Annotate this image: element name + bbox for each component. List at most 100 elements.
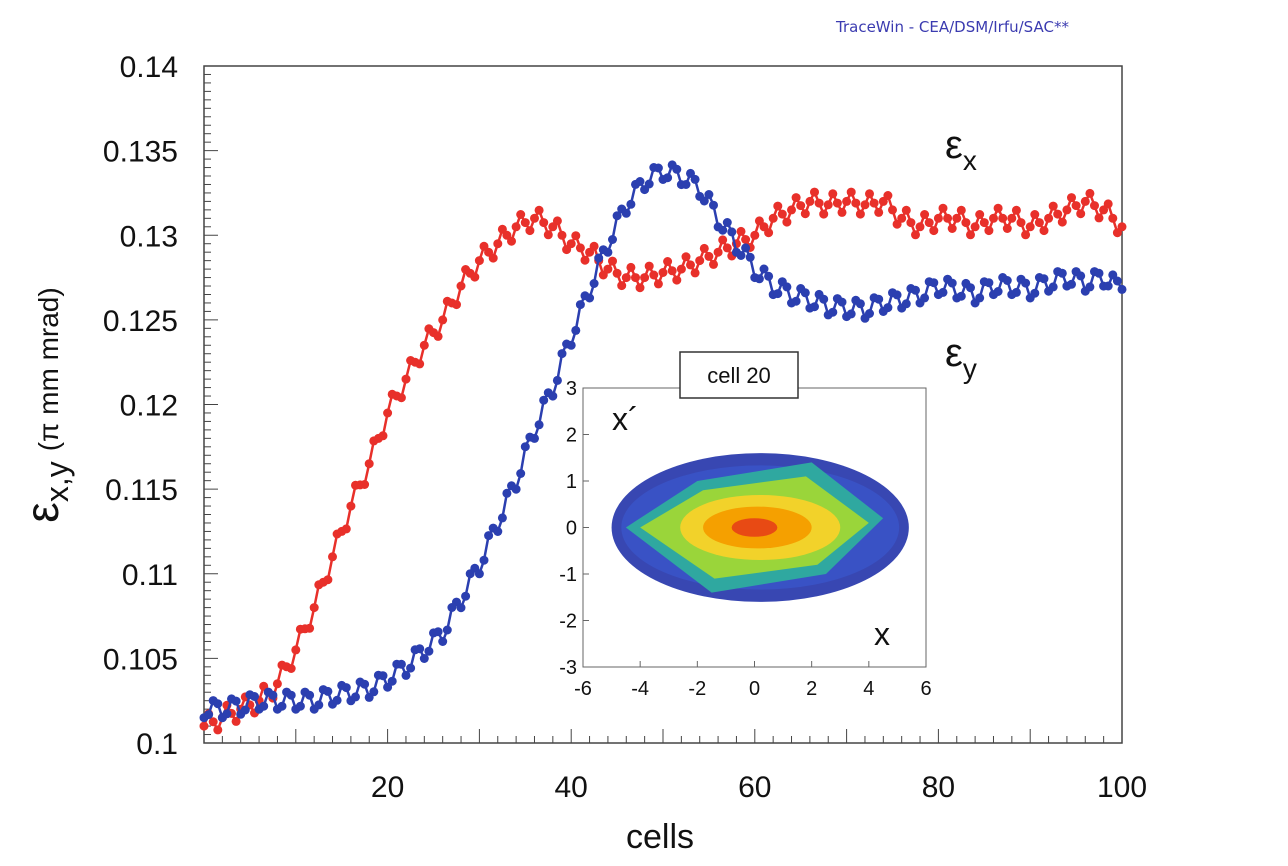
- data-point-ex: [1090, 201, 1099, 211]
- data-point-ex: [1103, 199, 1113, 209]
- data-point-ey: [892, 290, 902, 300]
- data-point-ey: [855, 299, 865, 309]
- data-point-ex: [286, 664, 296, 673]
- data-point-ey: [819, 294, 829, 304]
- data-point-ey: [681, 180, 691, 189]
- data-point-ex: [566, 239, 576, 249]
- data-point-ex: [305, 623, 315, 633]
- phase-space-cloud: [611, 453, 909, 602]
- data-point-ex: [1067, 193, 1076, 203]
- data-point-ey: [378, 671, 388, 681]
- data-point-ex: [791, 193, 801, 203]
- data-point-ey: [484, 531, 494, 541]
- data-point-ey: [920, 293, 930, 303]
- data-point-ex: [452, 300, 461, 310]
- data-point-ex: [644, 261, 654, 271]
- data-point-ey: [759, 264, 769, 274]
- data-point-ex: [309, 603, 319, 613]
- data-point-ex: [1117, 222, 1127, 232]
- data-point-ex: [947, 224, 957, 233]
- data-point-ex: [851, 198, 861, 208]
- data-point-ey: [874, 294, 884, 304]
- data-point-ex: [383, 408, 393, 418]
- y-tick-label: 0.135: [103, 136, 178, 169]
- data-point-ey: [741, 243, 751, 253]
- data-point-ex: [589, 241, 599, 251]
- data-point-ey: [305, 690, 315, 700]
- inset-x-tick-label: 4: [863, 678, 874, 700]
- data-point-ey: [1108, 270, 1118, 280]
- data-point-ey: [938, 287, 948, 297]
- data-point-ex: [704, 251, 714, 261]
- data-point-ex: [438, 315, 448, 325]
- data-point-ex: [213, 725, 223, 735]
- y-tick-label: 0.11: [122, 559, 178, 592]
- inset-y-tick-label: 3: [566, 378, 577, 400]
- data-point-ey: [837, 297, 847, 307]
- data-point-ex: [773, 201, 783, 211]
- data-point-ex: [1071, 201, 1081, 211]
- data-point-ex: [865, 189, 874, 199]
- data-point-ex: [722, 243, 732, 253]
- inset-x-tick-label: 0: [749, 678, 760, 700]
- data-point-ex: [819, 209, 829, 219]
- epsilon-x-label: εx: [945, 123, 977, 176]
- data-point-ey: [314, 700, 324, 710]
- data-point-ex: [888, 205, 897, 215]
- data-point-ex: [378, 431, 388, 441]
- data-point-ex: [364, 459, 374, 469]
- data-point-ex: [713, 247, 723, 257]
- y-tick-label: 0.125: [103, 305, 178, 338]
- y-axis-label: εx,y(π mm mrad): [16, 287, 75, 522]
- data-point-ex: [415, 359, 425, 369]
- data-point-ex: [603, 264, 613, 274]
- data-point-ex: [828, 189, 838, 199]
- data-point-ey: [911, 285, 920, 295]
- data-point-ey: [222, 709, 232, 719]
- data-point-ey: [259, 701, 269, 711]
- data-point-ex: [612, 268, 622, 278]
- data-point-ex: [433, 331, 443, 341]
- data-point-ey: [810, 302, 819, 312]
- data-point-ex: [805, 196, 815, 206]
- data-point-ey: [369, 687, 379, 697]
- data-point-ey: [975, 293, 985, 303]
- data-point-ex: [520, 218, 530, 228]
- data-point-ex: [557, 230, 567, 240]
- data-point-ex: [328, 552, 337, 562]
- data-point-ey: [956, 291, 966, 301]
- data-point-ey: [277, 701, 287, 711]
- data-point-ex: [516, 210, 526, 219]
- y-tick-label: 0.1: [136, 728, 178, 761]
- inset-x-tick-label: 2: [806, 678, 817, 700]
- data-point-ey: [552, 375, 562, 385]
- series-group: [199, 160, 1127, 735]
- data-point-ex: [823, 200, 833, 210]
- data-point-ex: [580, 255, 590, 265]
- data-point-ex: [667, 266, 677, 276]
- data-point-ex: [736, 226, 746, 236]
- data-point-ex: [539, 218, 549, 228]
- data-point-ex: [507, 236, 516, 246]
- data-point-ex: [493, 239, 503, 249]
- data-point-ex: [681, 252, 691, 262]
- inset-y-tick-label: 1: [566, 471, 577, 493]
- data-point-ey: [557, 349, 567, 359]
- data-point-ey: [1076, 271, 1086, 281]
- beam-center: [731, 518, 778, 537]
- data-point-ey: [250, 692, 259, 701]
- data-point-ex: [924, 218, 934, 228]
- data-point-ex: [631, 273, 640, 283]
- data-point-ey: [566, 340, 576, 350]
- data-point-ey: [497, 513, 507, 523]
- data-point-ey: [1030, 288, 1040, 298]
- inset-title-box: [679, 351, 799, 399]
- inset-x-tick-label: 6: [920, 678, 931, 700]
- data-point-ey: [736, 251, 746, 260]
- data-point-ey: [635, 177, 645, 186]
- data-point-ey: [603, 247, 613, 257]
- data-point-ex: [842, 196, 852, 206]
- data-point-ex: [401, 374, 411, 384]
- data-point-ey: [442, 625, 452, 635]
- data-point-ex: [676, 264, 686, 274]
